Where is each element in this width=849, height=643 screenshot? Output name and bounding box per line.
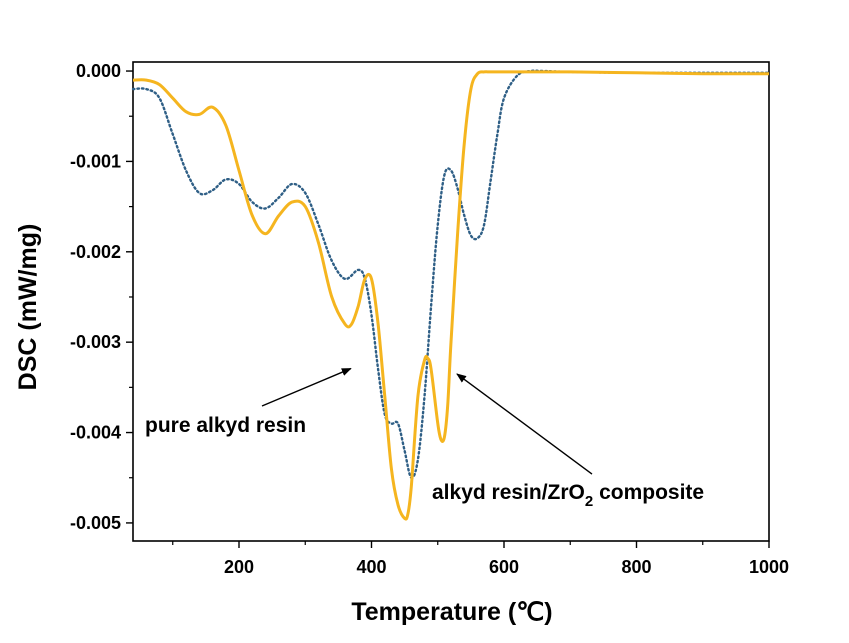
- y-tick-label: -0.005: [70, 513, 121, 533]
- y-tick-label: -0.002: [70, 242, 121, 262]
- x-tick-label: 400: [356, 557, 386, 577]
- plot-border: [132, 61, 770, 542]
- x-tick-label: 200: [224, 557, 254, 577]
- y-tick-label: -0.001: [70, 151, 121, 171]
- x-axis-ticks: 200 400 600 800 1000: [172, 541, 789, 577]
- y-tick-label: 0.000: [76, 61, 121, 81]
- x-tick-label: 600: [489, 557, 519, 577]
- annotation-arrow-pure: [261, 367, 352, 407]
- y-tick-label: -0.004: [70, 423, 121, 443]
- series-alkyd-zro2-composite: [132, 70, 770, 521]
- annotation-composite: alkyd resin/ZrO2 composite: [432, 481, 704, 510]
- series-layer: [131, 69, 771, 521]
- x-tick-label: 1000: [749, 557, 789, 577]
- x-axis-title: Temperature (℃): [351, 598, 552, 626]
- x-tick-label: 800: [621, 557, 651, 577]
- series-pure-alkyd-resin: [131, 69, 771, 480]
- annotation-arrow-composite: [456, 373, 593, 475]
- y-tick-label: -0.003: [70, 332, 121, 352]
- plot-frame: [132, 61, 770, 542]
- y-axis-ticks: 0.000 -0.001 -0.002 -0.003 -0.004 -0.005: [70, 61, 133, 533]
- y-axis-title: DSC (mW/mg): [14, 224, 42, 391]
- annotation-layer: pure alkyd resin alkyd resin/ZrO2 composi…: [145, 367, 704, 510]
- annotation-pure-alkyd-resin: pure alkyd resin: [145, 414, 306, 437]
